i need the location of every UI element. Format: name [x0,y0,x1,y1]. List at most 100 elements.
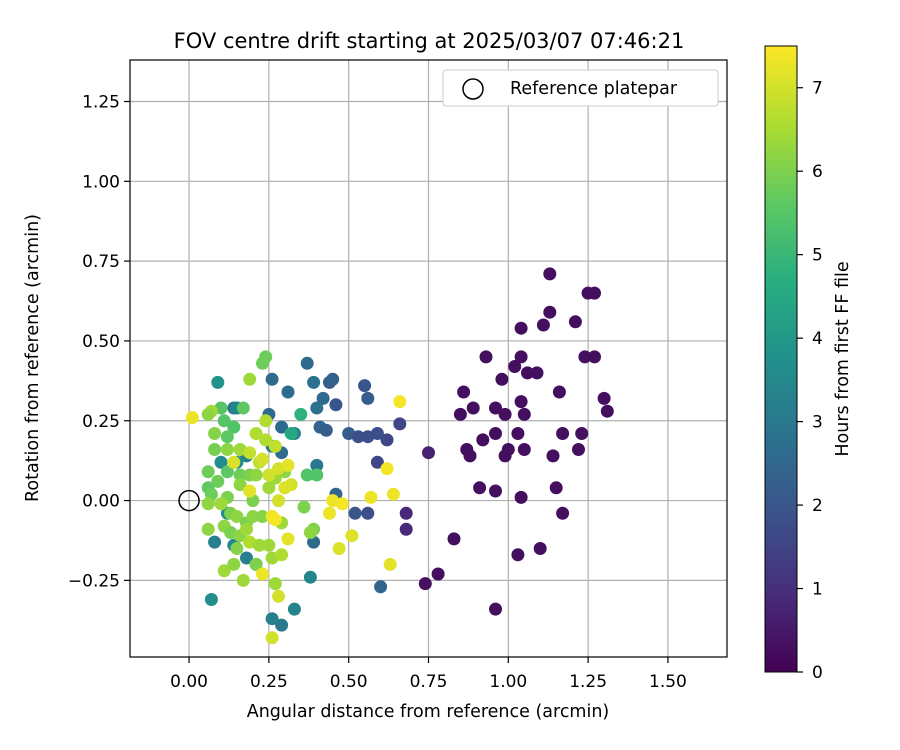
data-point [575,427,589,440]
x-tick-label: 1.00 [489,672,527,692]
data-point [211,474,225,488]
data-point [549,481,563,495]
colorbar-tick-label: 7 [812,79,823,99]
y-tick-label: −0.25 [68,571,120,591]
data-point [476,433,490,447]
data-point [501,443,515,456]
data-point [227,557,241,571]
data-point [361,391,375,405]
x-tick-label: 0.00 [170,672,208,692]
y-tick-label: 1.00 [82,172,120,192]
data-point [495,372,509,386]
x-axis-label: Angular distance from reference (arcmin) [247,702,610,722]
data-point [240,522,253,536]
y-tick-label: 1.25 [82,93,120,113]
data-point [294,407,308,421]
data-point [262,468,276,482]
data-point [201,497,215,511]
data-point [256,452,269,466]
y-tick-label: 0.25 [82,412,120,432]
data-point [447,532,461,546]
data-point [284,427,298,440]
data-point [262,481,276,495]
data-point [543,267,557,281]
data-point [297,500,311,514]
data-point [597,391,611,405]
data-point [217,564,231,578]
x-tick-label: 0.75 [410,672,448,692]
data-point [498,407,512,421]
data-point [370,455,384,469]
data-point [511,427,525,440]
data-point [479,350,493,364]
x-tick-label: 0.50 [330,672,368,692]
data-point [418,577,432,591]
data-point [220,443,234,456]
data-points [185,267,614,645]
data-point [556,506,570,520]
data-point [287,602,301,616]
data-point [473,481,487,495]
data-point [383,557,397,571]
data-point [275,420,289,434]
data-point [326,372,340,386]
data-point [393,417,407,431]
data-point [230,542,244,555]
data-point [303,570,317,584]
data-point [310,468,324,482]
colorbar-tick-label: 6 [812,162,823,182]
data-point [310,401,324,415]
data-point [217,414,231,428]
data-point [303,526,317,539]
data-point [300,468,314,482]
data-point [514,490,528,504]
data-point [268,577,282,591]
data-point [275,618,289,632]
data-point [230,510,244,523]
data-point [364,490,378,504]
data-point [256,510,269,523]
data-point [489,427,502,440]
x-tick-label: 1.50 [649,672,687,692]
data-point [256,567,269,581]
data-point [278,481,292,495]
data-point [380,433,394,447]
data-point [208,427,222,440]
data-point [332,542,346,555]
data-point [220,465,234,479]
data-point [281,385,295,399]
chart-title: FOV centre drift starting at 2025/03/07 … [174,29,685,53]
colorbar-tick-label: 3 [812,413,823,433]
data-point [329,398,343,412]
data-point [281,532,295,546]
data-point [568,315,582,329]
data-point [514,395,528,409]
data-point [268,513,282,527]
data-point [572,443,585,456]
data-point [214,497,228,511]
legend-box [442,69,719,107]
data-point [227,420,241,434]
data-point [335,497,349,511]
legend-label: Reference platepar [510,79,678,99]
data-point [233,468,247,482]
data-point [399,506,413,520]
data-point [316,391,330,405]
colorbar: 0 1 2 3 4 5 6 7 Hours from first FF file [764,45,853,683]
data-point [249,427,263,440]
data-point [249,468,263,482]
data-point [453,407,467,421]
data-point [262,538,276,552]
data-point [201,465,215,479]
data-point [517,443,531,456]
y-tick-label: 0.75 [82,252,120,272]
data-point [259,414,273,428]
legend-marker-icon [462,78,484,100]
data-point [310,458,324,472]
colorbar-label: Hours from first FF file [833,261,853,456]
data-point [530,366,544,380]
data-point [281,458,295,472]
data-point [514,321,528,335]
colorbar-tick-label: 5 [812,246,823,266]
data-point [393,395,407,409]
